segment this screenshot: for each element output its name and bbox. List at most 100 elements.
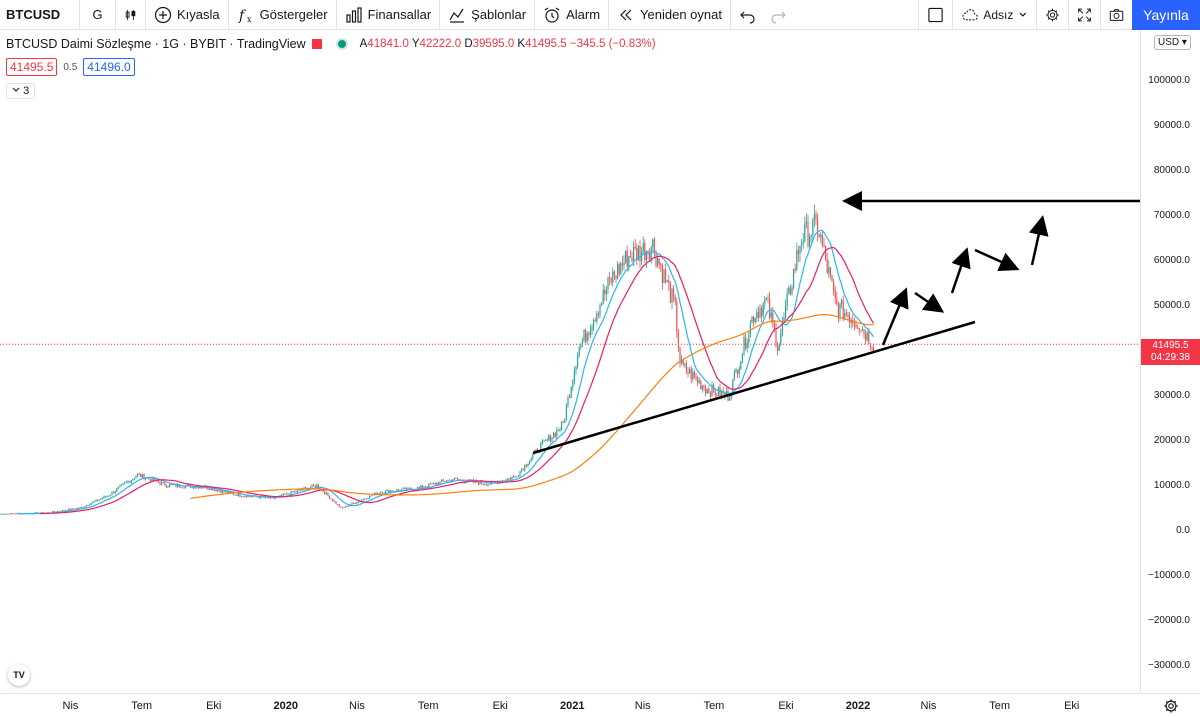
candle-body [562, 422, 564, 424]
candle-body [820, 234, 822, 238]
candle-body [791, 287, 793, 295]
templates-button[interactable]: Şablonlar [440, 0, 536, 30]
open-label: A [359, 38, 368, 50]
candle-body [623, 262, 625, 266]
candle-body [258, 497, 260, 499]
candle-body [693, 372, 695, 377]
snapshot-button[interactable] [1100, 0, 1132, 30]
candle-body [137, 473, 139, 477]
candle-body [860, 330, 862, 332]
candle-body [778, 344, 780, 351]
candle-body [764, 298, 766, 304]
candle-body [658, 258, 660, 265]
candle-body [785, 305, 787, 318]
candle-body [314, 485, 316, 488]
bid-price[interactable]: 41495.5 [6, 58, 58, 76]
candle-body [698, 380, 700, 383]
candle-body [773, 322, 775, 329]
candle-body [692, 372, 694, 380]
candle-body [525, 464, 527, 466]
interval-button[interactable]: G [80, 0, 116, 30]
candle-body [396, 489, 398, 492]
layout-name-button[interactable]: Adsız [952, 0, 1036, 30]
candle-body [213, 489, 215, 491]
candle-body [418, 487, 420, 489]
compare-button[interactable]: Kıyasla [146, 0, 229, 30]
candle-body [143, 474, 145, 480]
time-axis[interactable]: Nis Tem Eki 2020 Nis Tem Eki 2021 Nis Tem Eki 2022 N… [0, 693, 1140, 717]
candle-body [689, 369, 691, 374]
candle-body [866, 332, 868, 341]
candle-body [514, 476, 516, 478]
ma-slow-line [190, 313, 874, 499]
time-tick-label: Nis [634, 700, 651, 712]
settings-button[interactable] [1036, 0, 1068, 30]
candle-body [210, 488, 212, 491]
publish-button[interactable]: Yayınla [1132, 0, 1200, 30]
price-chart[interactable] [0, 30, 1140, 693]
select-layout-button[interactable] [918, 0, 952, 30]
candle-body [4, 514, 6, 516]
candle-body [402, 488, 404, 490]
price-tick-label: 30000.0 [1153, 390, 1190, 401]
candle-body [159, 482, 161, 485]
candle-body [626, 250, 628, 268]
candle-body [737, 369, 739, 375]
undo-icon[interactable] [739, 6, 757, 24]
candle-body [746, 343, 748, 349]
candle-body [442, 480, 444, 482]
tradingview-logo[interactable]: TV [8, 664, 30, 686]
candle-body [65, 510, 67, 512]
square-icon [928, 7, 943, 23]
ma-mid-line [39, 246, 875, 515]
redo-icon[interactable] [769, 6, 787, 24]
price-tick-label: 10000.0 [1153, 480, 1190, 491]
candle-body [429, 483, 431, 485]
candle-body [754, 317, 756, 322]
candle-body [181, 487, 183, 489]
symbol-search-button[interactable]: BTCUSD [0, 0, 80, 30]
candle-body [361, 499, 363, 502]
price-tick-label: −30000.0 [1148, 660, 1190, 671]
candle-body [138, 473, 140, 475]
bar-chart-icon [345, 6, 362, 23]
currency-label: USD [1158, 37, 1180, 48]
candle-body [260, 496, 262, 499]
candle-body [421, 485, 423, 488]
financials-button[interactable]: Finansallar [337, 0, 441, 30]
change-value: −345.5 (−0.83%) [569, 38, 656, 50]
candle-body [703, 385, 705, 389]
candle-body [588, 333, 590, 336]
candle-body [620, 263, 622, 275]
candle-body [652, 239, 654, 248]
alert-button[interactable]: Alarm [535, 0, 610, 30]
price-tick-label: 100000.0 [1148, 75, 1190, 86]
candle-body [805, 221, 807, 225]
ask-price[interactable]: 41496.0 [83, 58, 135, 76]
chart-type-button[interactable] [116, 0, 146, 30]
candle-body [284, 493, 286, 495]
candle-body [751, 316, 753, 323]
candle-body [797, 250, 799, 255]
price-tick-label: 0.0 [1176, 525, 1190, 536]
indicators-collapse-button[interactable]: 3 [6, 83, 36, 99]
candle-body [833, 281, 835, 291]
candle-body [77, 508, 79, 509]
currency-select[interactable]: USD ▾ [1154, 35, 1191, 50]
candle-body [567, 397, 569, 406]
chart-settings-button[interactable] [1141, 693, 1200, 717]
candle-body [362, 498, 364, 500]
layout-name-label: Adsız [983, 8, 1014, 22]
candle-body [743, 337, 745, 355]
candle-body [770, 312, 772, 318]
publish-label: Yayınla [1143, 7, 1189, 23]
replay-button[interactable]: Yeniden oynat [609, 0, 731, 30]
candle-body [775, 328, 777, 347]
fullscreen-button[interactable] [1068, 0, 1100, 30]
candle-body [817, 218, 819, 235]
candle-body [202, 487, 204, 489]
candle-body [556, 429, 558, 437]
flag-icon[interactable] [311, 39, 322, 49]
candle-body [857, 327, 859, 329]
